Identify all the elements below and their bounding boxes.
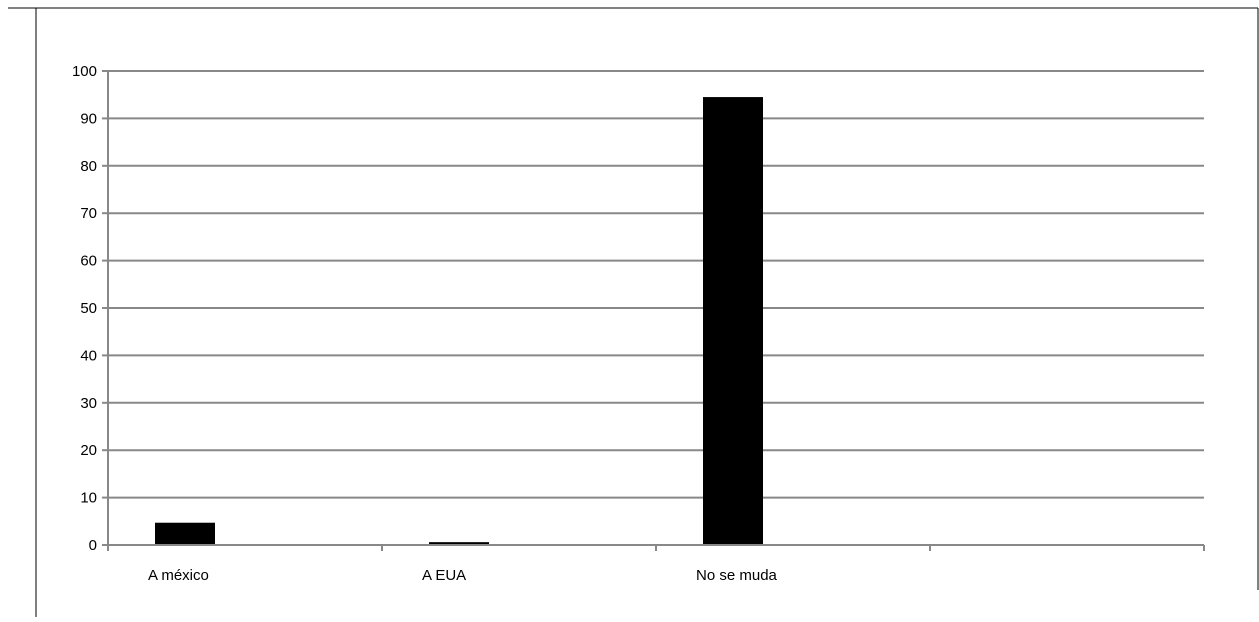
y-tick-label: 20 [80,442,97,459]
bar [155,522,215,545]
y-tick-label: 50 [80,300,97,317]
y-tick-label: 100 [72,63,97,80]
x-tick-label: A EUA [422,567,466,584]
bar [429,542,489,545]
x-axis [107,544,1205,551]
bars [155,97,763,545]
y-tick-label: 10 [80,490,97,507]
y-tick-label: 30 [80,395,97,412]
x-tick-label: A méxico [148,567,209,584]
y-tick-label: 90 [80,110,97,127]
y-axis-ticks: 0 10 20 30 40 50 60 70 80 90 100 [72,63,109,554]
y-tick-label: 40 [80,347,97,364]
x-tick-label: No se muda [696,567,778,584]
gridlines [108,70,1204,499]
chart-border [8,7,1259,617]
y-tick-label: 60 [80,253,97,270]
x-axis-labels: A méxico A EUA No se muda [148,567,778,584]
y-tick-label: 0 [89,537,97,554]
bar [703,97,763,545]
y-tick-label: 80 [80,158,97,175]
y-tick-label: 70 [80,205,97,222]
